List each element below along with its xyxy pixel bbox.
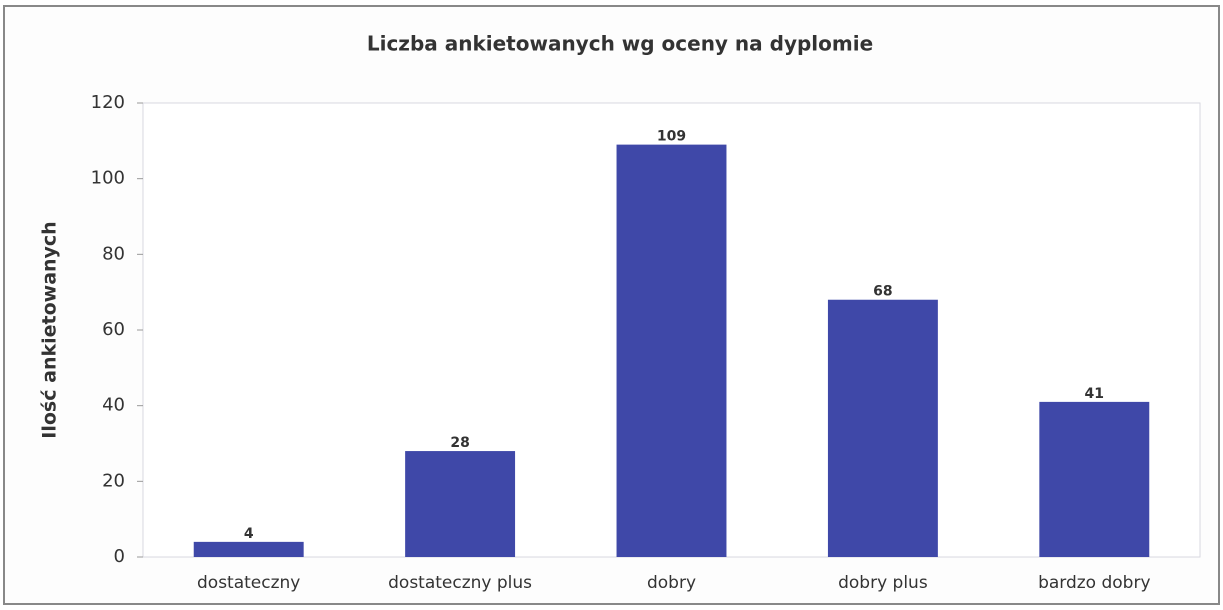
- y-tick-label: 120: [91, 92, 125, 113]
- bar: [827, 299, 938, 557]
- chart-title: Liczba ankietowanych wg oceny na dyplomi…: [367, 32, 873, 56]
- y-axis-label: Ilość ankietowanych: [39, 221, 61, 438]
- bar: [405, 451, 516, 557]
- x-tick-label: dostateczny plus: [388, 573, 532, 593]
- x-tick-label: dostateczny: [197, 573, 300, 593]
- data-label: 68: [873, 284, 892, 300]
- y-tick-label: 80: [102, 243, 125, 264]
- data-label: 109: [657, 129, 686, 145]
- data-label: 4: [244, 526, 254, 542]
- bar: [616, 144, 727, 557]
- data-label: 41: [1085, 386, 1104, 402]
- bar: [1039, 401, 1150, 557]
- y-tick-label: 60: [102, 319, 125, 340]
- data-label: 28: [450, 435, 469, 451]
- y-tick-label: 20: [102, 470, 125, 491]
- x-tick-label: dobry: [647, 573, 696, 593]
- x-tick-label: bardzo dobry: [1038, 573, 1150, 593]
- y-tick-label: 40: [102, 395, 125, 416]
- x-tick-label: dobry plus: [838, 573, 928, 593]
- bar: [193, 541, 304, 557]
- y-tick-label: 0: [114, 546, 125, 567]
- y-tick-label: 100: [91, 168, 125, 189]
